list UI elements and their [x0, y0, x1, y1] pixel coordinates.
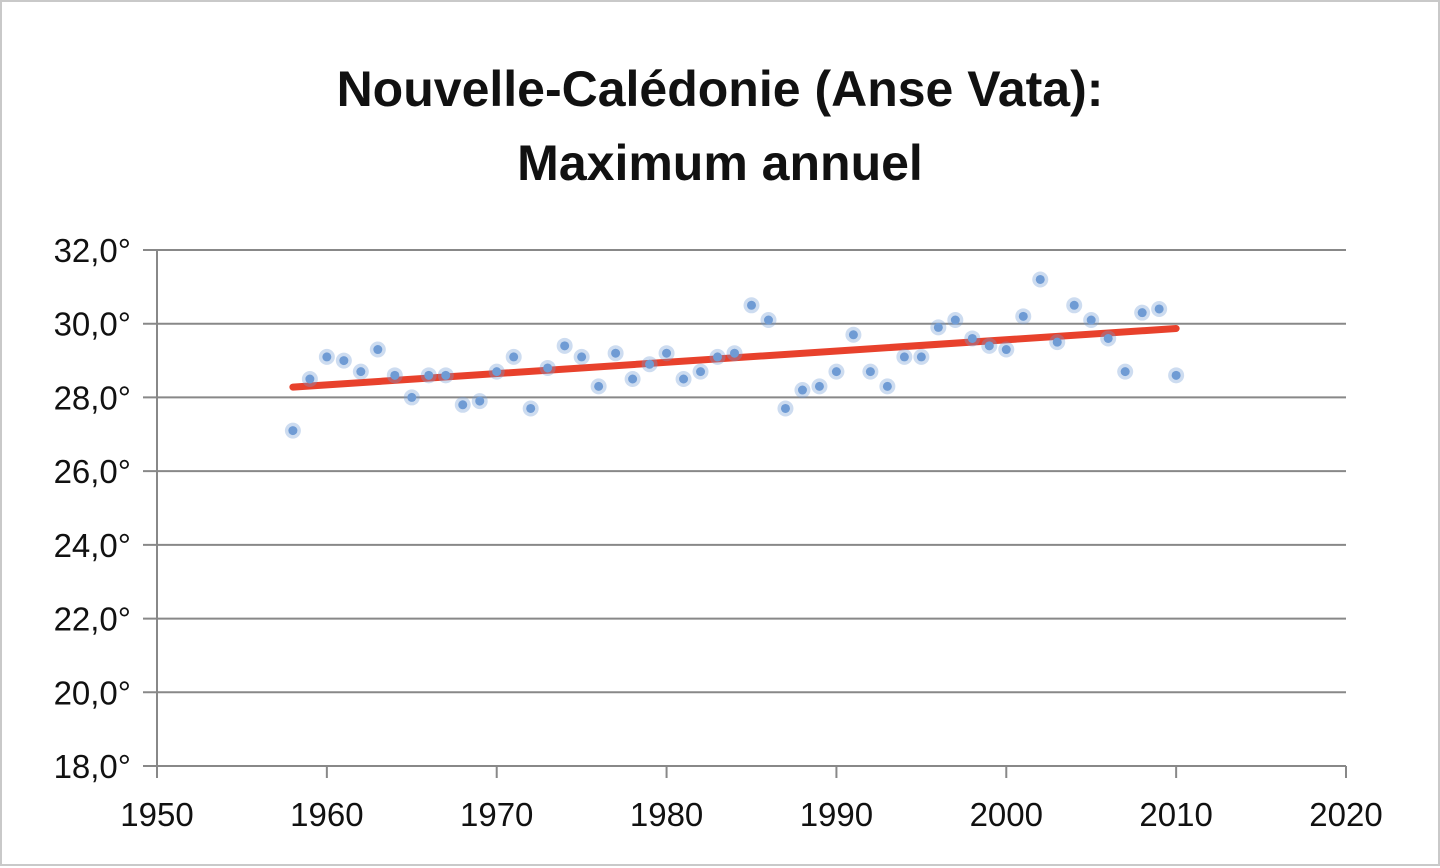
x-tick-label: 2010 [1139, 796, 1212, 833]
data-point [339, 356, 349, 366]
data-point [696, 367, 706, 377]
data-point [882, 381, 892, 391]
data-point [288, 426, 298, 436]
data-point [730, 348, 740, 358]
data-point [1154, 304, 1164, 314]
data-point [509, 352, 519, 362]
data-point [492, 367, 502, 377]
data-point [390, 370, 400, 380]
data-point [1052, 337, 1062, 347]
data-point [747, 300, 756, 310]
data-point [407, 392, 417, 402]
data-point [916, 352, 926, 362]
x-tick-label: 1990 [800, 796, 873, 833]
data-point [1137, 308, 1147, 318]
data-point [967, 333, 977, 343]
data-point [814, 381, 824, 391]
data-point [356, 367, 366, 377]
data-point [1086, 315, 1096, 325]
data-point [628, 374, 638, 384]
data-point [1001, 345, 1011, 355]
data-point [713, 352, 723, 362]
x-tick-label: 2000 [970, 796, 1043, 833]
data-point [797, 385, 807, 395]
data-point [594, 381, 604, 391]
data-point [763, 315, 773, 325]
chart-title-line-2: Maximum annuel [517, 135, 923, 191]
trend-layer [289, 325, 1180, 391]
data-point [865, 367, 875, 377]
x-tick-label: 1960 [290, 796, 363, 833]
x-tick-label: 1950 [120, 796, 193, 833]
data-point [1035, 274, 1045, 284]
data-point [984, 341, 994, 351]
data-point [424, 370, 434, 380]
data-point [1018, 311, 1028, 321]
x-tick-label: 1980 [630, 796, 703, 833]
data-point [780, 403, 790, 413]
x-tick-label: 2020 [1309, 796, 1382, 833]
grid-layer [143, 249, 1346, 767]
data-point [526, 403, 536, 413]
x-tick-label: 1970 [460, 796, 533, 833]
point-layer [284, 271, 1185, 439]
data-point [560, 341, 570, 351]
data-point [441, 370, 451, 380]
label-layer: 18,0° 20,0° 22,0° 24,0° 26,0° 28,0° 30,0° 32,0°… [54, 232, 1383, 833]
trend-line [289, 325, 1180, 391]
y-tick-label: 30,0° [54, 306, 131, 343]
data-point [1069, 300, 1079, 310]
data-point [933, 322, 943, 332]
y-tick-label: 24,0° [54, 527, 131, 564]
data-point [645, 359, 655, 369]
y-tick-label: 20,0° [54, 674, 131, 711]
chart-title: Nouvelle-Calédonie (Anse Vata): Maximum … [2, 52, 1438, 200]
y-tick-label: 32,0° [54, 232, 131, 269]
y-tick-label: 26,0° [54, 453, 131, 490]
data-point [831, 367, 841, 377]
data-point [848, 330, 858, 340]
data-point [305, 374, 315, 384]
axis-layer [156, 250, 1347, 778]
y-tick-label: 22,0° [54, 601, 131, 638]
chart-title-line-1: Nouvelle-Calédonie (Anse Vata): [336, 61, 1104, 117]
data-point [950, 315, 960, 325]
data-point [611, 348, 621, 358]
data-point [899, 352, 909, 362]
data-point [1103, 333, 1113, 343]
data-point [543, 363, 553, 373]
data-point [475, 396, 485, 406]
data-point [1171, 370, 1181, 380]
data-point [458, 400, 468, 410]
data-point [679, 374, 689, 384]
data-point [322, 352, 332, 362]
y-tick-label: 28,0° [54, 379, 131, 416]
data-point [1120, 367, 1130, 377]
data-point [662, 348, 672, 358]
data-point [577, 352, 587, 362]
y-tick-label: 18,0° [54, 748, 131, 785]
data-point [373, 345, 383, 355]
